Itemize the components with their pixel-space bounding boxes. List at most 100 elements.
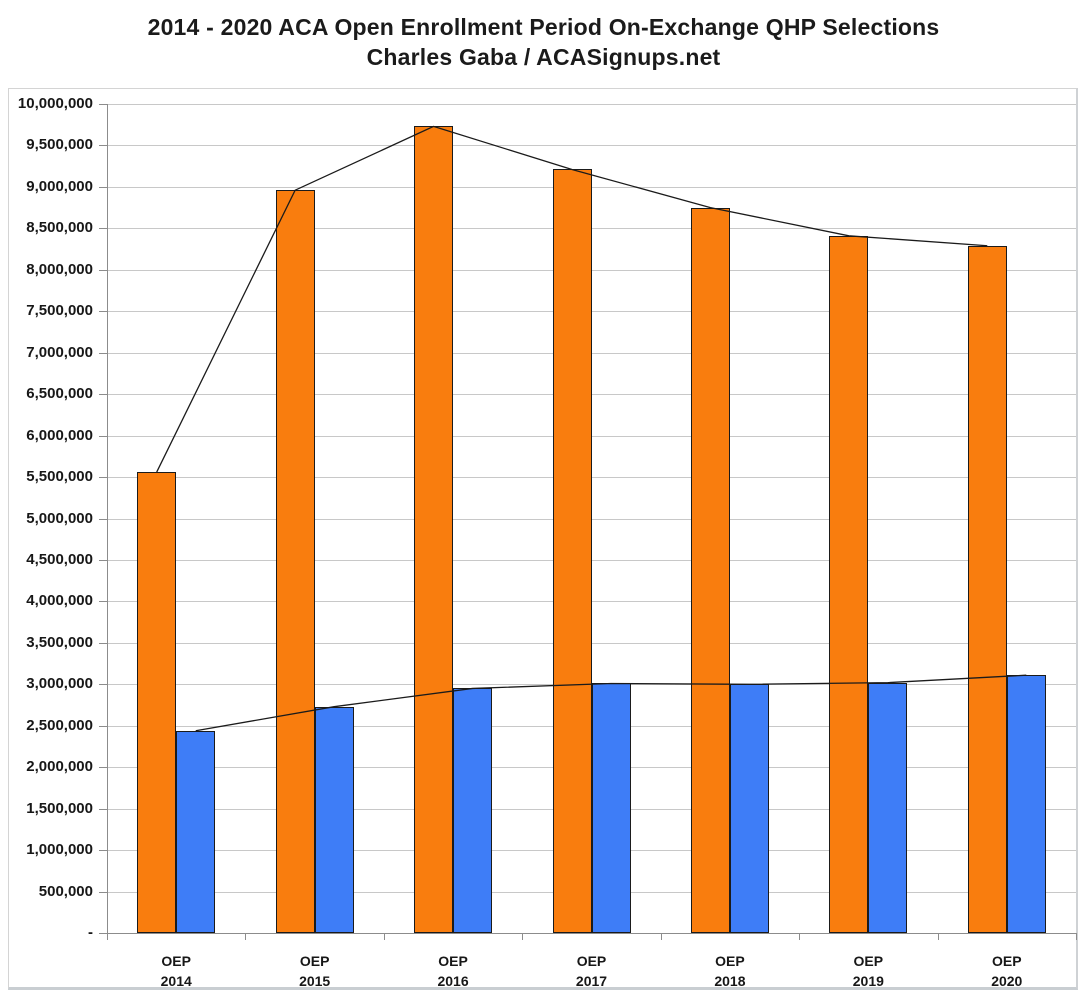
y-axis-tick <box>99 891 107 893</box>
gridline <box>107 145 1076 147</box>
y-tick-label: 2,000,000 <box>26 758 93 776</box>
bar-blue-2020 <box>1006 675 1046 933</box>
gridline <box>107 186 1076 188</box>
y-tick-label: 4,000,000 <box>26 592 93 610</box>
bar-blue-2014 <box>176 730 216 933</box>
y-tick-label: 7,500,000 <box>26 302 93 320</box>
x-label-year: 2018 <box>714 973 746 989</box>
y-axis-tick <box>99 725 107 727</box>
y-tick-label: 8,000,000 <box>26 260 93 278</box>
bar-blue-2015 <box>314 706 354 933</box>
x-axis-tick <box>1076 933 1077 940</box>
y-axis-tick <box>99 601 107 603</box>
y-axis-tick <box>99 311 107 313</box>
y-axis-tick <box>99 850 107 852</box>
y-tick-label: 7,000,000 <box>26 343 93 361</box>
chart-frame: 10,000,000 9,500,000 9,000,000 8,500,000 8,0… <box>8 88 1078 990</box>
bar-orange-2020 <box>967 245 1007 933</box>
y-tick-label: 2,500,000 <box>26 716 93 734</box>
y-axis-tick <box>99 559 107 561</box>
x-tick-label: OEP 2015 <box>255 951 375 991</box>
y-axis-tick <box>99 394 107 396</box>
x-axis-line <box>107 933 1076 934</box>
bar-orange-2015 <box>275 190 315 933</box>
bar-blue-2016 <box>453 688 493 933</box>
bar-orange-2019 <box>829 235 869 933</box>
y-tick-label: 6,000,000 <box>26 426 93 444</box>
gridline <box>107 435 1076 437</box>
y-axis-tick <box>99 435 107 437</box>
y-tick-label: 4,500,000 <box>26 550 93 568</box>
y-axis-tick <box>99 767 107 769</box>
bar-orange-2016 <box>414 126 454 933</box>
gridline <box>107 311 1076 313</box>
x-label-year: 2015 <box>299 973 331 989</box>
y-axis-tick <box>99 352 107 354</box>
x-axis-tick <box>245 933 247 940</box>
x-label-prefix: OEP <box>299 953 330 969</box>
x-label-year: 2016 <box>437 973 469 989</box>
x-axis-tick <box>660 933 662 940</box>
x-tick-label: OEP 2016 <box>393 951 513 991</box>
y-tick-label: 9,000,000 <box>26 177 93 195</box>
y-axis-tick <box>99 518 107 520</box>
y-tick-label: 5,000,000 <box>26 509 93 527</box>
x-label-prefix: OEP <box>438 953 468 969</box>
bar-orange-2017 <box>552 169 592 933</box>
x-tick-label: OEP 2019 <box>808 951 928 991</box>
y-axis-tick <box>99 477 107 479</box>
gridline <box>107 352 1076 354</box>
chart-subtitle: Charles Gaba / ACASignups.net <box>366 44 721 70</box>
x-tick-label: OEP 2017 <box>532 951 652 991</box>
y-tick-label: 1,500,000 <box>26 799 93 817</box>
bar-blue-2019 <box>868 682 908 933</box>
y-axis-tick <box>99 104 107 105</box>
x-label-prefix: OEP <box>853 953 884 969</box>
x-label-year: 2017 <box>575 973 608 989</box>
bar-orange-2018 <box>690 207 730 933</box>
bar-orange-2014 <box>137 472 177 933</box>
x-label-prefix: OEP <box>991 953 1022 969</box>
y-tick-label: 9,500,000 <box>26 136 93 154</box>
x-label-year: 2014 <box>160 973 192 989</box>
gridline <box>107 104 1076 105</box>
gridline <box>107 477 1076 479</box>
y-axis-tick <box>99 269 107 271</box>
y-tick-label: - <box>88 924 93 941</box>
y-axis-tick <box>99 186 107 188</box>
x-tick-label: OEP 2018 <box>670 951 790 991</box>
y-axis-tick <box>99 145 107 147</box>
bar-blue-2018 <box>729 684 769 933</box>
y-axis-tick <box>99 808 107 810</box>
x-axis-tick <box>522 933 524 940</box>
gridline <box>107 518 1076 520</box>
y-tick-label: 3,000,000 <box>26 675 93 693</box>
x-tick-label: OEP 2014 <box>116 951 236 991</box>
y-tick-label: 1,000,000 <box>26 841 93 859</box>
gridline <box>107 269 1076 271</box>
x-axis-tick <box>383 933 385 940</box>
y-tick-label: 10,000,000 <box>17 95 93 112</box>
bar-blue-2017 <box>591 683 631 933</box>
x-axis-tick <box>937 933 939 940</box>
y-tick-label: 3,500,000 <box>26 633 93 651</box>
gridline <box>107 394 1076 396</box>
y-tick-label: 6,500,000 <box>26 385 93 403</box>
gridline <box>107 642 1076 644</box>
chart-header: 2014 - 2020 ACA Open Enrollment Period O… <box>0 12 1087 72</box>
y-axis-tick <box>99 228 107 230</box>
x-label-year: 2020 <box>991 973 1023 989</box>
y-axis-tick <box>99 642 107 644</box>
x-label-prefix: OEP <box>715 953 745 969</box>
x-axis-tick <box>799 933 801 940</box>
y-axis-tick <box>99 684 107 686</box>
gridline <box>107 228 1076 230</box>
x-label-prefix: OEP <box>576 953 607 969</box>
y-tick-label: 500,000 <box>38 882 93 900</box>
y-tick-label: 8,500,000 <box>26 219 93 237</box>
x-axis-tick <box>107 933 108 940</box>
x-label-prefix: OEP <box>161 953 191 969</box>
x-label-year: 2019 <box>852 973 884 989</box>
y-tick-label: 5,500,000 <box>26 468 93 486</box>
